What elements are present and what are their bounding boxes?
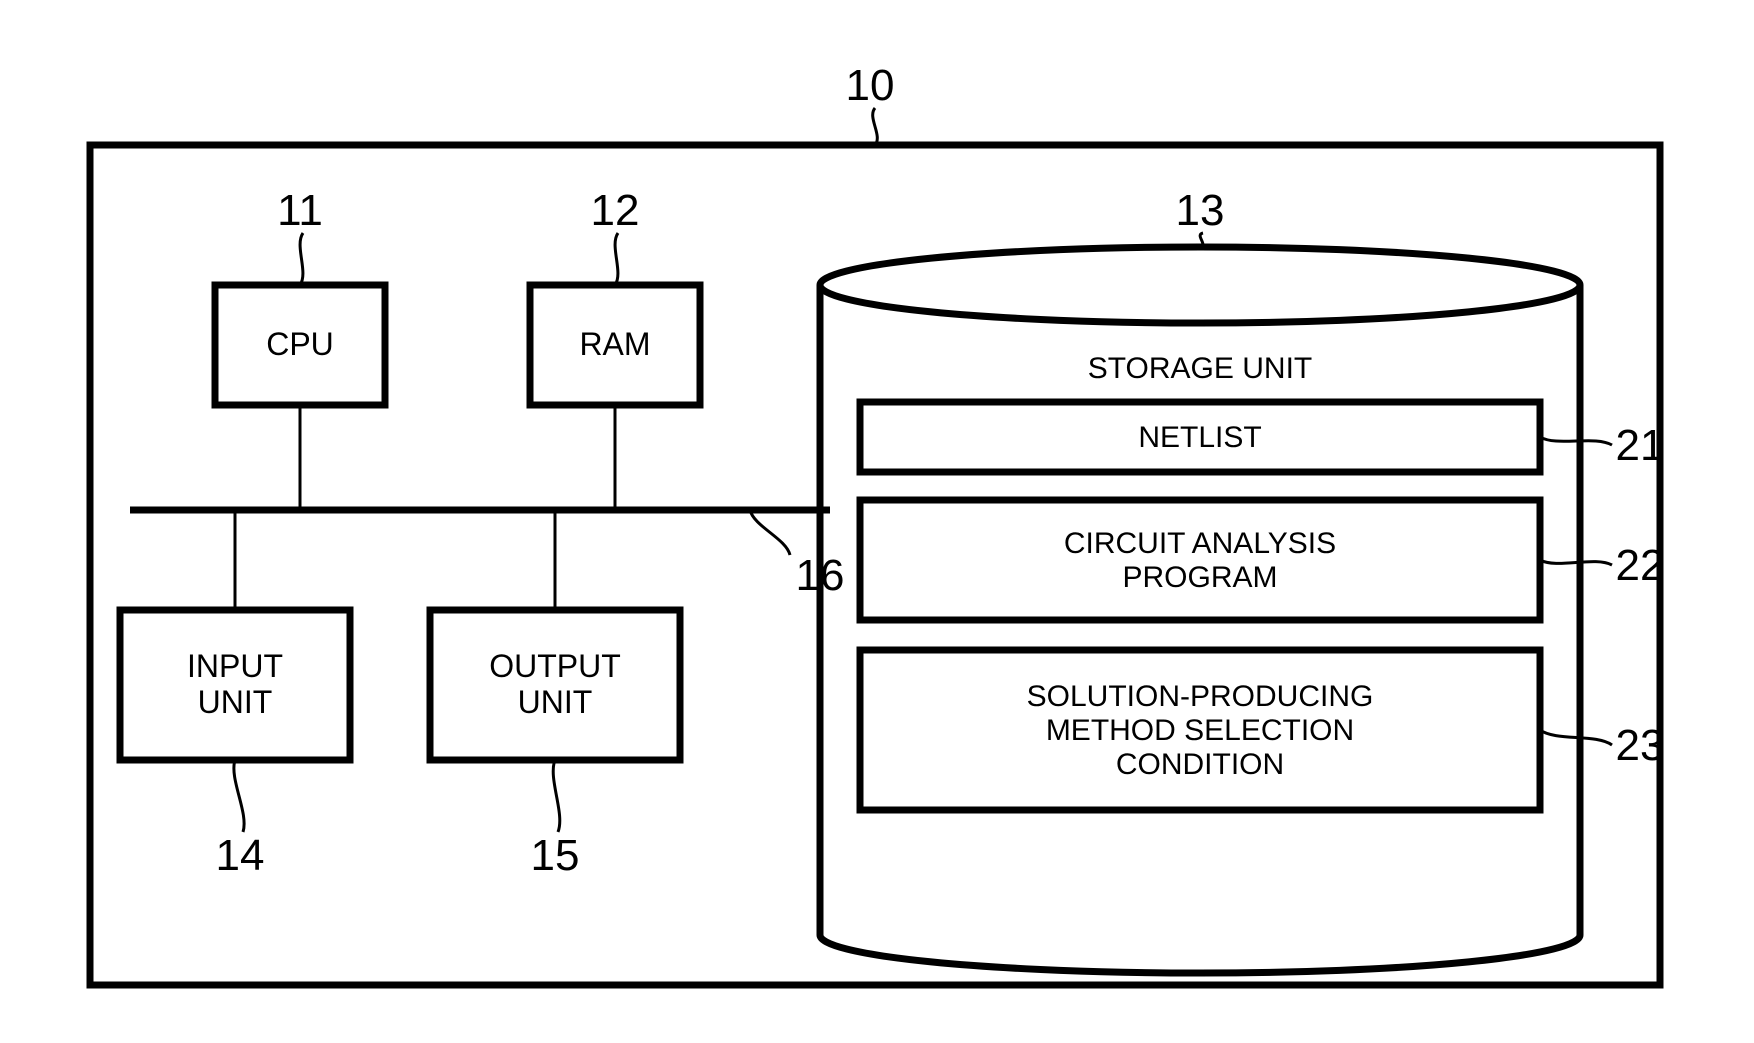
svg-text:13: 13: [1176, 186, 1225, 235]
svg-text:11: 11: [277, 186, 323, 235]
svg-text:NETLIST: NETLIST: [1138, 421, 1261, 454]
svg-text:21: 21: [1616, 421, 1665, 470]
storage-cylinder-bottom: [820, 935, 1580, 973]
svg-text:15: 15: [531, 831, 580, 880]
svg-text:14: 14: [216, 831, 265, 880]
svg-text:12: 12: [591, 186, 640, 235]
svg-text:10: 10: [846, 61, 895, 110]
storage-cylinder-top: [820, 247, 1580, 323]
svg-text:INPUTUNIT: INPUTUNIT: [187, 648, 283, 720]
storage-title: STORAGE UNIT: [1088, 352, 1312, 385]
svg-text:23: 23: [1616, 721, 1665, 770]
svg-text:RAM: RAM: [579, 326, 650, 362]
svg-text:22: 22: [1616, 541, 1665, 590]
svg-text:CPU: CPU: [266, 326, 334, 362]
